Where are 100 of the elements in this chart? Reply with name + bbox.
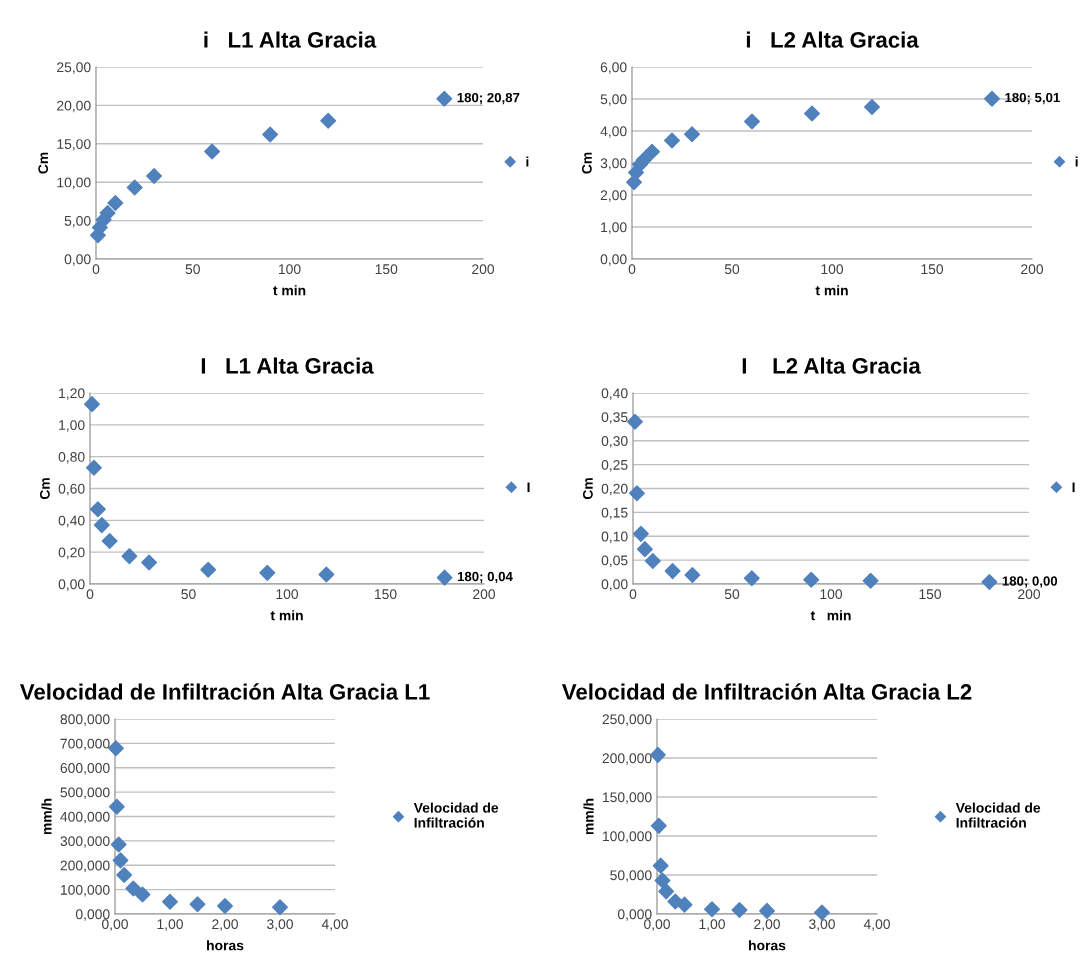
x-tick-label: 50 (724, 589, 740, 600)
y-tick-label: 0,80 (58, 452, 85, 464)
point (318, 566, 335, 583)
x-tick-label: 4,00 (863, 919, 890, 931)
y-axis-title: Cm (38, 152, 49, 174)
y-tick-label: 25,00 (57, 62, 91, 74)
point (984, 90, 1000, 107)
y-tick-label: 0,60 (58, 483, 85, 496)
point (134, 886, 151, 903)
y-tick-label: 4,00 (600, 126, 627, 138)
point (436, 90, 453, 107)
point (436, 569, 453, 586)
x-tick-label: 3,00 (267, 919, 293, 931)
legend-label: I (527, 482, 530, 493)
x-tick-label: 200 (472, 264, 495, 275)
point (85, 459, 102, 476)
y-tick-label: 1,00 (601, 222, 627, 234)
point (731, 902, 748, 919)
x-tick-label: 0,00 (102, 919, 128, 931)
chart-title: I L2 Alta Gracia (742, 357, 921, 374)
y-tick-label: 3,00 (600, 158, 627, 170)
chart-title: i L2 Alta Gracia (746, 31, 919, 48)
point (628, 485, 645, 502)
x-tick-label: 200 (473, 589, 496, 600)
x-tick-label: 50 (185, 264, 200, 275)
x-tick-label: 200 (1021, 264, 1044, 275)
y-tick-label: 250,000 (602, 714, 652, 726)
x-tick-label: 100 (820, 589, 843, 600)
point (627, 413, 643, 430)
x-axis-title: t min (270, 610, 303, 621)
y-tick-label: 50,000 (610, 870, 652, 882)
x-tick-label: 100 (821, 264, 844, 275)
point (864, 99, 880, 115)
y-tick-label: 1,00 (59, 420, 85, 432)
y-tick-label: 100,000 (603, 831, 652, 843)
chart-title: i L1 Alta Gracia (204, 31, 377, 48)
y-tick-label: 500,000 (60, 787, 110, 799)
y-tick-label: 0,35 (601, 412, 628, 424)
y-tick-label: 0,05 (601, 555, 628, 567)
y-tick-label: 0,20 (601, 483, 628, 496)
x-tick-label: 50 (181, 589, 196, 600)
point (93, 517, 110, 534)
data-label: 180; 0,00 (1002, 576, 1058, 588)
point (664, 132, 680, 149)
point (141, 554, 158, 571)
point (743, 570, 760, 587)
point (107, 194, 124, 211)
y-tick-label: 300,000 (60, 836, 110, 848)
point (126, 179, 143, 196)
x-tick-label: 0 (628, 264, 636, 275)
point (146, 168, 163, 185)
point (125, 880, 142, 897)
x-tick-label: 3,00 (809, 919, 835, 931)
y-tick-label: 200,000 (602, 753, 652, 765)
x-tick-label: 100 (276, 589, 299, 600)
point (804, 105, 820, 122)
point (204, 143, 221, 160)
point (162, 893, 178, 910)
x-tick-label: 1,00 (699, 919, 725, 931)
data-label: 180; 0,04 (457, 571, 513, 584)
point (632, 525, 649, 542)
point (99, 204, 116, 221)
x-tick-label: 0 (86, 589, 94, 600)
y-tick-label: 0,25 (601, 459, 628, 472)
point (101, 533, 118, 550)
y-axis-title: Cm (39, 478, 50, 500)
x-axis-title: t min (810, 610, 851, 621)
point (200, 561, 217, 578)
point (981, 574, 998, 591)
x-tick-label: 0 (92, 264, 100, 275)
y-tick-label: 0,10 (601, 531, 628, 544)
y-tick-label: 2,00 (600, 190, 627, 202)
y-tick-label: 15,00 (57, 139, 91, 151)
y-tick-label: 0,000 (617, 909, 652, 921)
x-axis-title: t min (815, 285, 848, 296)
point (654, 872, 671, 889)
y-tick-label: 700,000 (60, 738, 110, 751)
y-tick-label: 200,000 (60, 860, 110, 873)
legend-label: i (526, 156, 529, 167)
y-tick-label: 0,40 (58, 515, 85, 528)
y-tick-label: 5,00 (600, 94, 627, 106)
y-tick-label: 0,30 (601, 436, 628, 448)
x-tick-label: 4,00 (321, 919, 348, 931)
point (652, 857, 669, 874)
x-tick-label: 150 (374, 589, 397, 600)
point (89, 501, 106, 518)
point (262, 126, 279, 143)
point (658, 883, 675, 900)
y-axis-title: mm/h (583, 798, 594, 835)
y-tick-label: 100,000 (61, 884, 110, 897)
point (744, 113, 760, 130)
x-tick-label: 0 (629, 589, 637, 600)
point (83, 396, 100, 413)
point (759, 902, 775, 919)
y-tick-label: 10,00 (57, 177, 91, 190)
x-axis-title: horas (207, 940, 244, 951)
point (108, 798, 125, 815)
y-tick-label: 1,20 (59, 388, 85, 400)
y-tick-label: 800,000 (60, 714, 110, 726)
point (803, 571, 820, 588)
